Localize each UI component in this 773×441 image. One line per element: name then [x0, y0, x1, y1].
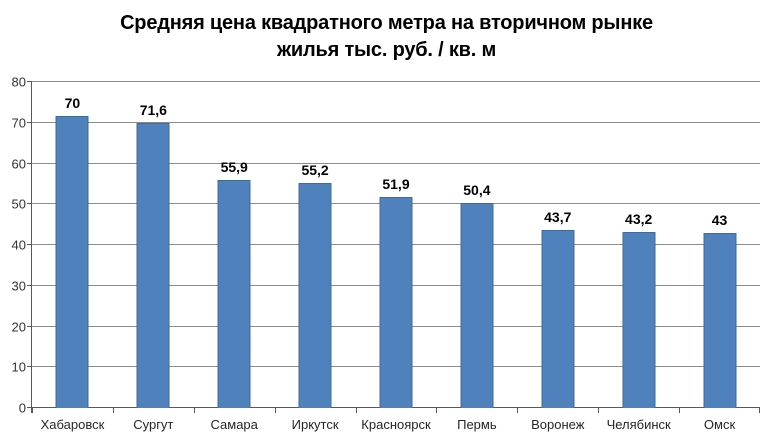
- y-tick-label-20: 20: [11, 319, 26, 334]
- y-tick-mark-0: [27, 407, 32, 408]
- y-tick-mark-30: [27, 284, 32, 286]
- bar-slot-Сургут: 71,6: [113, 82, 194, 408]
- y-tick-label-60: 60: [11, 156, 26, 171]
- y-tick-mark-70: [27, 121, 32, 123]
- x-category-label-Омск: Омск: [703, 417, 736, 432]
- bar-value-label-Сургут: 71,6: [139, 101, 167, 118]
- x-tick-mark-6: [517, 408, 519, 413]
- y-tick-mark-10: [27, 366, 32, 368]
- y-tick-mark-60: [27, 162, 32, 164]
- y-tick-mark-20: [27, 325, 32, 327]
- x-category-label-Пермь: Пермь: [457, 417, 497, 432]
- bar-slot-Челябинск: 43,2: [598, 82, 679, 408]
- x-axis-category-labels: Хабаровск Сургут Самара Иркутск Красноярск Пе…: [32, 417, 760, 435]
- x-tick-mark-4: [355, 408, 357, 413]
- x-category-label-Челябинск: Челябинск: [606, 417, 671, 432]
- chart-title-line-1: Средняя цена квадратного метра на вторич…: [120, 12, 653, 34]
- y-tick-mark-40: [27, 244, 32, 245]
- bar-Хабаровск: [55, 116, 89, 408]
- y-tick-label-50: 50: [11, 196, 26, 212]
- bar-value-label-Челябинск: 43,2: [625, 210, 653, 227]
- y-tick-label-80: 80: [11, 74, 26, 90]
- bar-value-label-Иркутск: 55,2: [301, 162, 329, 179]
- bar-value-label-Омск: 43: [711, 211, 728, 228]
- x-tick-mark-1: [112, 408, 114, 413]
- x-category-label-Воронеж: Воронеж: [531, 417, 585, 432]
- x-category-label-Хабаровск: Хабаровск: [40, 417, 105, 432]
- bar-Челябинск: [622, 231, 656, 408]
- bar-Иркутск: [298, 183, 332, 408]
- y-tick-label-40: 40: [11, 237, 26, 253]
- bar-Красноярск: [379, 196, 413, 408]
- bar-slot-Красноярск: 51,9: [356, 82, 437, 408]
- bar-value-label-Воронеж: 43,7: [544, 208, 572, 225]
- plot-area: 70 71,6 55,9 55,2 51,9 50,4 43,7 43,2 43: [27, 81, 760, 413]
- x-category-label-Красноярск: Красноярск: [361, 417, 431, 432]
- bar-slot-Пермь: 50,4: [436, 82, 517, 408]
- bar-slot-Воронеж: 43,7: [517, 82, 598, 408]
- x-category-label-Иркутск: Иркутск: [291, 417, 339, 432]
- chart-title: Средняя цена квадратного метра на вторич…: [0, 10, 773, 64]
- y-axis-tick-labels: 0 10 20 30 40 50 60 70 80: [0, 75, 26, 416]
- y-tick-label-10: 10: [11, 359, 26, 375]
- bar-Омск: [703, 232, 737, 408]
- gridline-60: [32, 162, 760, 164]
- y-tick-label-0: 0: [18, 400, 26, 416]
- y-tick-mark-50: [27, 203, 32, 205]
- x-category-label-Сургут: Сургут: [133, 417, 174, 432]
- y-tick-mark-80: [27, 81, 32, 82]
- x-tick-mark-9: [759, 408, 760, 413]
- x-tick-mark-8: [679, 408, 681, 413]
- x-category-label-Самара: Самара: [210, 417, 258, 432]
- bar-slot-Самара: 55,9: [194, 82, 275, 408]
- bar-value-label-Хабаровск: 70: [64, 95, 81, 112]
- gridline-80: [32, 81, 760, 82]
- x-tick-mark-0: [32, 408, 33, 413]
- bar-slot-Иркутск: 55,2: [275, 82, 356, 408]
- y-axis-line: [31, 82, 32, 413]
- bar-value-label-Самара: 55,9: [220, 159, 248, 176]
- bar-Воронеж: [541, 229, 575, 408]
- y-tick-label-70: 70: [11, 115, 26, 131]
- x-tick-mark-3: [274, 408, 276, 413]
- bar-Сургут: [136, 122, 170, 408]
- bar-value-label-Пермь: 50,4: [463, 181, 491, 198]
- y-tick-label-30: 30: [11, 278, 26, 294]
- x-tick-mark-7: [598, 408, 600, 413]
- gridline-70: [32, 121, 760, 123]
- bar-value-label-Красноярск: 51,9: [382, 175, 410, 192]
- x-tick-mark-5: [436, 408, 438, 413]
- bar-slot-Хабаровск: 70: [32, 82, 113, 408]
- bar-Самара: [217, 180, 251, 408]
- chart-title-line-2: жилья тыс. руб. / кв. м: [276, 39, 497, 61]
- bar-Пермь: [460, 202, 494, 408]
- bar-slot-Омск: 43: [679, 82, 760, 408]
- x-tick-mark-2: [193, 408, 195, 413]
